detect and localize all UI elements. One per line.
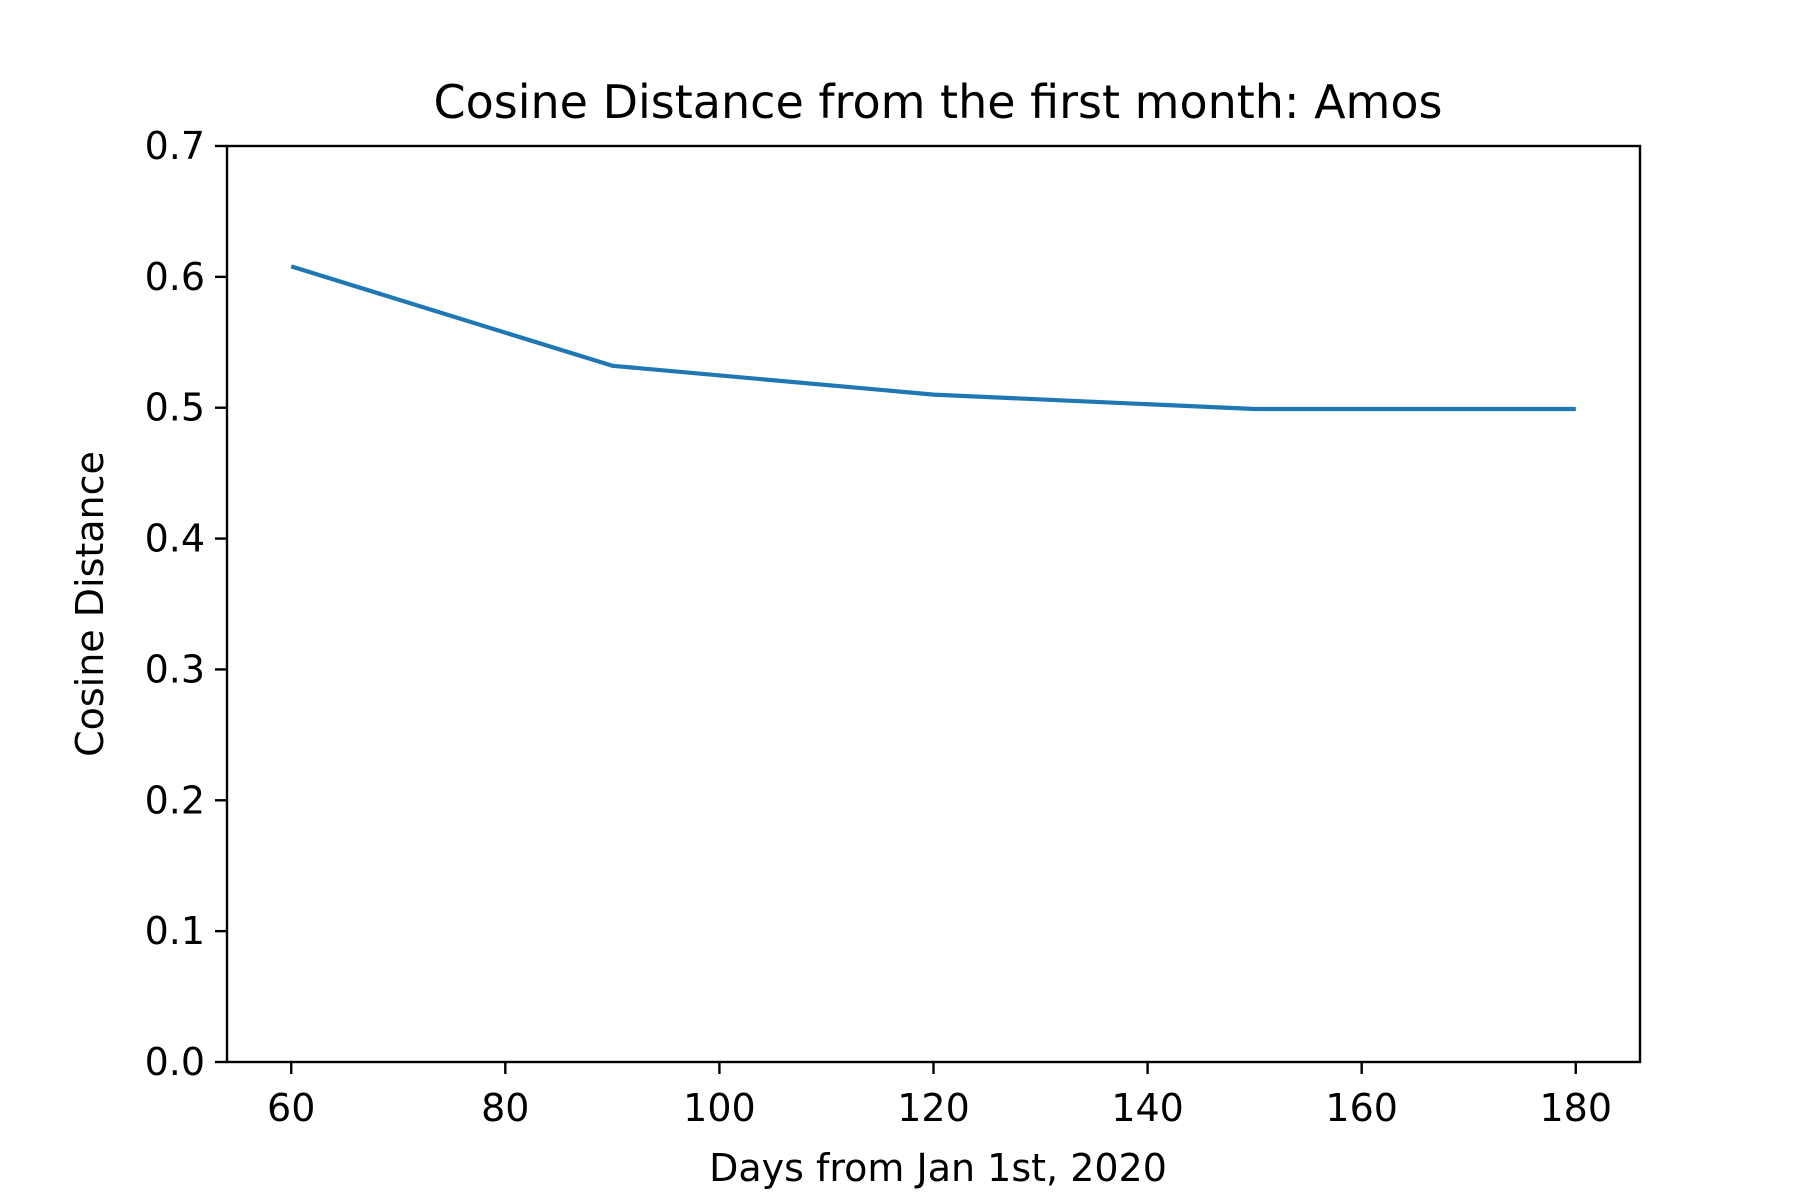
y-tick-label: 0.0 — [145, 1040, 205, 1084]
y-tick-label: 0.7 — [145, 124, 205, 168]
x-tick-label: 120 — [897, 1086, 970, 1130]
x-tick-label: 80 — [481, 1086, 529, 1130]
series-layer — [290, 264, 1576, 412]
y-tick-label: 0.6 — [145, 255, 205, 299]
x-tick-label: 160 — [1325, 1086, 1398, 1130]
x-axis-label: Days from Jan 1st, 2020 — [709, 1146, 1167, 1190]
plot-area-frame — [225, 144, 1642, 1064]
x-tick-label: 140 — [1111, 1086, 1184, 1130]
y-tick-label: 0.1 — [145, 909, 205, 953]
y-tick-label: 0.5 — [145, 386, 205, 430]
y-tick-label: 0.3 — [145, 647, 205, 691]
x-tick-label: 100 — [683, 1086, 756, 1130]
x-tick-label: 60 — [267, 1086, 315, 1130]
y-tick-label: 0.2 — [145, 778, 205, 822]
y-axis-label: Cosine Distance — [68, 451, 112, 757]
x-tick-label: 180 — [1540, 1086, 1613, 1130]
x-axis-ticks: 60 80 100 120 140 160 180 — [267, 1062, 1612, 1130]
chart-title: Cosine Distance from the first month: Am… — [434, 75, 1443, 129]
y-tick-label: 0.4 — [145, 517, 205, 561]
y-axis-ticks: 0.0 0.1 0.2 0.3 0.4 0.5 0.6 0.7 — [145, 124, 227, 1084]
series-line-0 — [290, 264, 1576, 412]
